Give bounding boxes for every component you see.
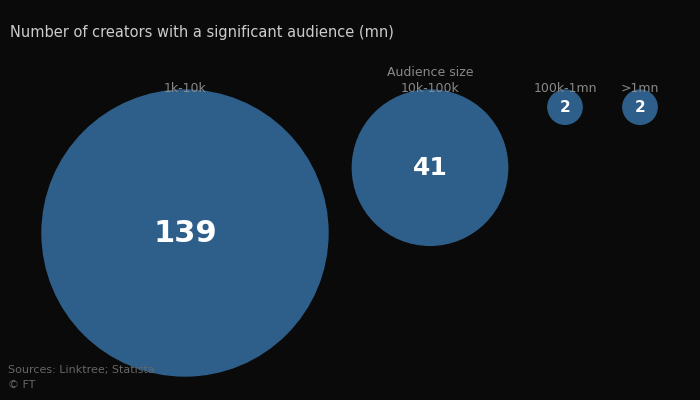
Text: 139: 139	[153, 218, 217, 248]
Circle shape	[352, 90, 508, 245]
Circle shape	[42, 90, 328, 376]
Text: 41: 41	[412, 156, 447, 180]
Text: 1k-10k: 1k-10k	[164, 82, 206, 95]
Text: 100k-1mn: 100k-1mn	[533, 82, 596, 95]
Text: Sources: Linktree; Statista
© FT: Sources: Linktree; Statista © FT	[8, 365, 155, 390]
Text: 2: 2	[635, 100, 645, 115]
Text: Audience size: Audience size	[386, 66, 473, 79]
Circle shape	[548, 90, 582, 124]
Text: 10k-100k: 10k-100k	[400, 82, 459, 95]
Text: 2: 2	[559, 100, 570, 115]
Text: >1mn: >1mn	[621, 82, 659, 95]
Circle shape	[623, 90, 657, 124]
Text: Number of creators with a significant audience (mn): Number of creators with a significant au…	[10, 25, 394, 40]
